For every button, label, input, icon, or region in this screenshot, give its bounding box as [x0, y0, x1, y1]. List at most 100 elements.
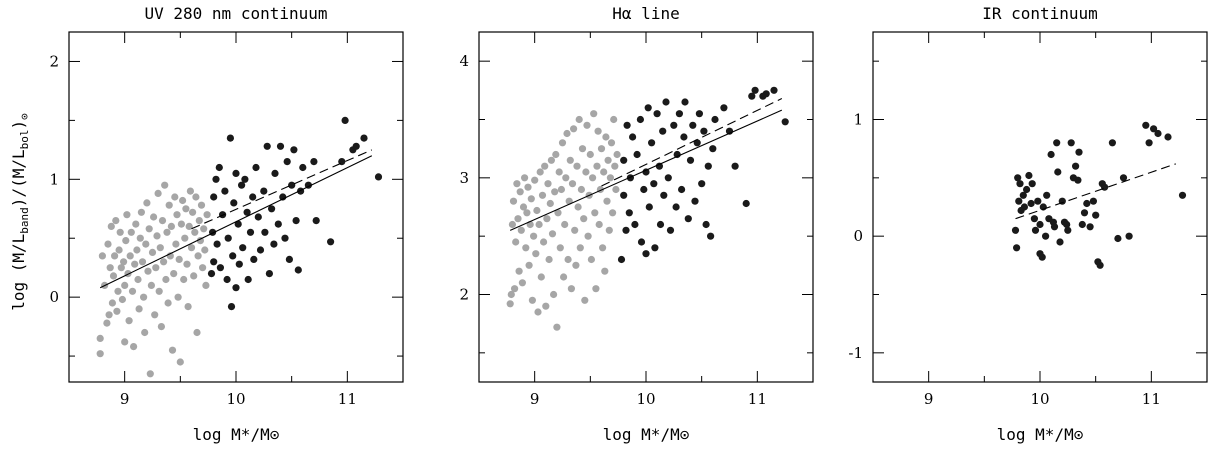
data-point — [310, 158, 318, 166]
data-point — [602, 133, 610, 141]
data-point — [1034, 197, 1042, 205]
data-point — [207, 270, 216, 278]
data-point — [672, 203, 680, 211]
data-point — [241, 175, 249, 183]
data-point — [122, 237, 130, 245]
panel-title: IR continuum — [982, 4, 1098, 23]
data-point — [103, 319, 111, 327]
data-point — [1028, 180, 1036, 188]
data-point — [660, 191, 668, 199]
data-point — [117, 264, 125, 272]
data-point — [561, 220, 569, 229]
data-point — [531, 176, 539, 184]
data-point — [106, 264, 114, 272]
data-point — [684, 215, 692, 223]
data-point — [1092, 211, 1100, 219]
panel-ir: IR continuum 9 10 11 -1 0 1 log M*/M⊙ — [848, 4, 1208, 444]
data-point — [327, 238, 335, 246]
data-point — [574, 203, 582, 211]
data-point — [192, 193, 200, 201]
data-point — [1067, 139, 1075, 147]
data-point — [1053, 139, 1061, 147]
data-point — [662, 98, 670, 106]
data-point — [611, 162, 619, 170]
data-point — [587, 255, 596, 264]
data-point — [571, 226, 579, 234]
data-point — [216, 264, 224, 272]
data-point — [210, 258, 218, 266]
data-point — [686, 156, 695, 164]
data-point — [212, 175, 220, 183]
data-point — [114, 287, 122, 295]
data-point — [121, 281, 129, 289]
data-point — [1089, 197, 1097, 205]
data-point — [564, 255, 572, 264]
data-point — [1054, 168, 1062, 176]
series-1 — [617, 86, 789, 264]
data-point — [523, 209, 531, 217]
data-point — [148, 248, 157, 256]
data-point — [517, 226, 525, 234]
data-point — [246, 228, 255, 236]
data-point — [593, 162, 601, 170]
data-point — [140, 293, 148, 301]
data-point — [557, 185, 566, 194]
data-point — [1063, 220, 1071, 229]
data-point — [285, 255, 293, 263]
data-point — [261, 228, 269, 236]
x-tick-label: 10 — [226, 390, 245, 408]
data-point — [199, 264, 207, 272]
data-point — [581, 296, 589, 304]
data-point — [141, 328, 149, 337]
data-point — [147, 281, 155, 289]
data-point — [1064, 226, 1072, 234]
data-point — [567, 285, 576, 293]
data-point — [195, 217, 203, 225]
data-point — [599, 244, 607, 252]
data-point — [165, 201, 173, 209]
data-point — [116, 228, 124, 236]
data-point — [575, 115, 583, 124]
data-point — [576, 244, 584, 252]
data-point — [1031, 226, 1040, 234]
data-point — [547, 156, 556, 164]
data-point — [157, 323, 165, 331]
data-point — [138, 258, 147, 266]
data-point — [271, 169, 279, 177]
dashed-fit-line — [1015, 163, 1177, 220]
data-point — [1020, 203, 1028, 211]
data-point — [184, 303, 192, 311]
data-point — [540, 238, 548, 246]
data-point — [276, 142, 285, 150]
data-point — [586, 150, 594, 159]
data-point — [104, 240, 112, 248]
data-point — [162, 275, 170, 284]
data-point — [1013, 244, 1021, 252]
data-point — [601, 267, 609, 275]
data-point — [160, 258, 168, 266]
data-point — [154, 189, 162, 197]
data-point — [570, 125, 578, 133]
data-point — [118, 295, 126, 304]
data-point — [700, 127, 708, 135]
data-point — [512, 238, 520, 246]
data-point — [142, 240, 150, 248]
data-point — [666, 226, 675, 234]
data-point — [1078, 220, 1086, 229]
plot-frame — [68, 31, 404, 383]
data-point — [560, 273, 568, 281]
data-point — [158, 217, 167, 225]
data-point — [1023, 185, 1031, 194]
data-point — [518, 279, 527, 287]
data-point — [177, 220, 185, 228]
data-point — [189, 208, 197, 216]
data-point — [213, 240, 221, 248]
data-point — [235, 260, 243, 268]
data-point — [183, 260, 191, 268]
data-point — [508, 220, 516, 229]
data-point — [584, 232, 592, 240]
data-point — [1047, 150, 1055, 159]
data-point — [507, 290, 515, 299]
data-point — [187, 244, 196, 252]
data-point — [651, 244, 659, 252]
